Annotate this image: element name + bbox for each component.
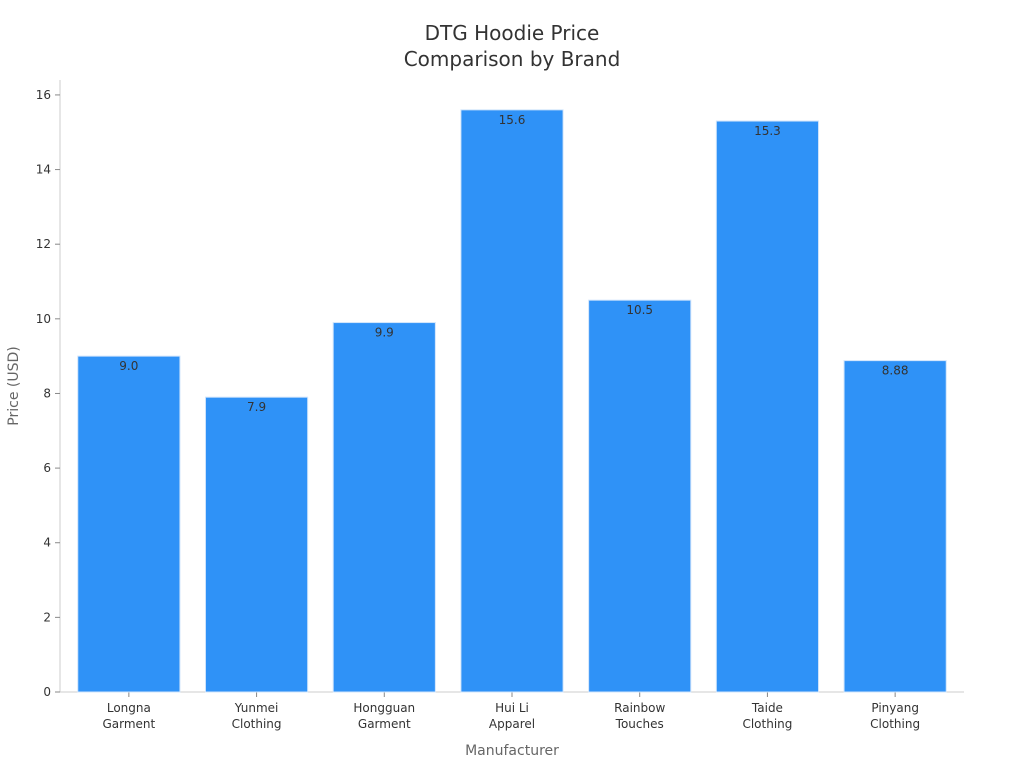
data-labels: 9.0 7.9 9.9 15.6 10.5 15.3 8.88 [119,113,908,414]
bar-3 [332,322,436,693]
y-tick-label: 16 [36,88,51,102]
y-tick-label: 6 [43,461,51,475]
y-tick-label: 12 [36,237,51,251]
y-tick-label: 14 [36,163,51,177]
x-tick-label: Clothing [870,717,920,731]
bars [77,109,947,693]
x-tick-label: Yunmei [234,701,279,715]
x-tick-label: Hongguan [353,701,415,715]
data-label-7: 8.88 [882,364,909,378]
x-tick-label: Touches [615,717,664,731]
y-tick-label: 2 [43,610,51,624]
data-label-2: 7.9 [247,400,266,414]
y-axis-title: Price (USD) [6,346,22,425]
data-label-3: 9.9 [375,326,394,340]
bar-4 [460,109,564,693]
bar-1 [77,355,181,693]
x-tick-label: Garment [358,717,411,731]
x-tick-label: Pinyang [871,701,919,715]
x-axis: Longna Garment Yunmei Clothing Hongguan Garme… [60,691,964,731]
bar-6 [715,120,820,693]
x-tick-label: Taide [751,701,783,715]
chart-title-line-2: Comparison by Brand [404,47,621,71]
x-tick-label: Clothing [742,717,792,731]
chart-title-line-1: DTG Hoodie Price [425,21,600,45]
x-tick-label: Rainbow [614,701,665,715]
data-label-6: 15.3 [754,124,781,138]
y-tick-label: 0 [43,685,51,699]
x-tick-label: Garment [102,717,155,731]
x-axis-title: Manufacturer [465,743,559,759]
y-axis: 0 2 4 6 8 10 12 14 16 [36,80,61,699]
bar-5 [588,299,692,693]
bar-7 [843,360,947,693]
data-label-1: 9.0 [119,359,138,373]
x-tick-label: Clothing [232,717,282,731]
y-tick-label: 8 [43,386,51,400]
x-tick-label: Longna [107,701,151,715]
data-label-5: 10.5 [626,303,653,317]
x-tick-label: Apparel [489,717,535,731]
y-tick-label: 10 [36,312,51,326]
bar-2 [204,396,309,693]
x-tick-label: Hui Li [495,701,529,715]
y-tick-label: 4 [43,536,51,550]
data-label-4: 15.6 [499,113,526,127]
